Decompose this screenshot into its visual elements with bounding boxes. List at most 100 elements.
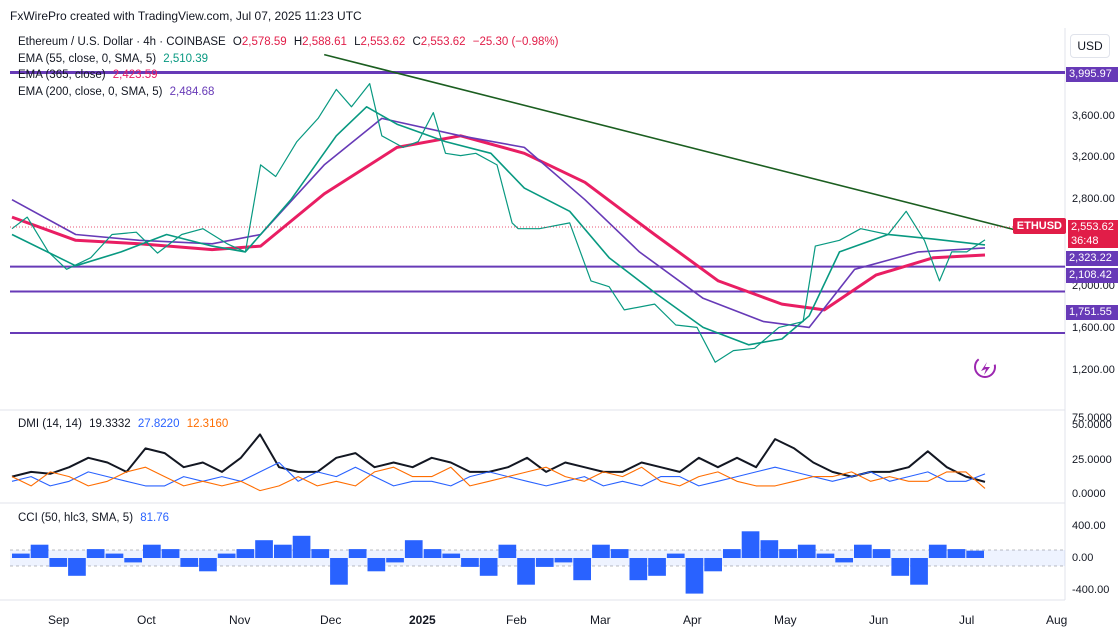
- cci-bar: [666, 553, 685, 558]
- cci-bar: [723, 549, 741, 558]
- cci-bar: [872, 549, 891, 558]
- ema365-legend[interactable]: EMA (365, close) 2,423.59: [18, 69, 162, 81]
- cci-bar: [835, 558, 853, 563]
- cci-bar: [86, 549, 105, 558]
- current-price-badge[interactable]: 2,553.62: [1068, 220, 1118, 234]
- level-tag-2323[interactable]: 2,323.22: [1066, 251, 1118, 266]
- dmi-minus-value: 12.3160: [186, 418, 229, 430]
- cci-bar: [348, 549, 367, 558]
- symbol-title[interactable]: Ethereum / U.S. Dollar · 4h · COINBASE: [18, 36, 226, 48]
- time-label: Apr: [683, 613, 702, 627]
- time-label: Nov: [229, 613, 251, 627]
- dmi-plus-value: 27.8220: [137, 418, 180, 430]
- cci-bar: [498, 544, 517, 558]
- cci-bar: [685, 558, 704, 594]
- cci-bar: [311, 549, 330, 558]
- price-tick: 3,200.00: [1072, 151, 1115, 163]
- dmi-adx-value: 19.3332: [89, 418, 131, 430]
- cci-label: CCI (50, hlc3, SMA, 5): [18, 512, 134, 524]
- ema55-legend[interactable]: EMA (55, close, 0, SMA, 5) 2,510.39: [18, 53, 212, 65]
- cci-bar: [966, 550, 984, 558]
- ohlc-low: 2,553.62: [360, 36, 406, 48]
- price-tick: 1,600.00: [1072, 322, 1115, 334]
- cci-bar: [629, 558, 648, 581]
- price-tick: 2,000.00: [1072, 280, 1115, 292]
- symbol-badge[interactable]: ETHUSD: [1012, 218, 1066, 234]
- ohlc-high: 2,588.61: [302, 36, 347, 48]
- cci-bar: [517, 558, 535, 585]
- cci-tick: -400.00: [1072, 584, 1110, 596]
- cci-bar: [779, 549, 797, 558]
- ema200-legend[interactable]: EMA (200, close, 0, SMA, 5) 2,484.68: [18, 86, 218, 98]
- cci-bar: [610, 549, 629, 558]
- price-tick: 2,800.00: [1072, 193, 1115, 205]
- dmi-label: DMI (14, 14): [18, 418, 82, 430]
- ema55-line[interactable]: [11, 106, 986, 346]
- cci-bar: [535, 558, 554, 567]
- dmi-minus-di-line[interactable]: [11, 466, 986, 492]
- ohlc-close-label: C: [412, 36, 421, 48]
- cci-bar: [292, 535, 311, 558]
- dmi-tick: 50.0000: [1072, 419, 1112, 431]
- time-label: Jun: [869, 613, 889, 627]
- cci-bar: [461, 558, 479, 567]
- cci-bar: [404, 540, 423, 558]
- ohlc-high-label: H: [293, 36, 303, 48]
- dmi-tick: 0.0000: [1072, 488, 1106, 500]
- time-label: Oct: [137, 613, 156, 627]
- cci-bar: [199, 558, 217, 572]
- cci-legend[interactable]: CCI (50, hlc3, SMA, 5) 81.76: [18, 512, 173, 524]
- cci-bar: [760, 540, 779, 558]
- cci-tick: 400.00: [1072, 520, 1106, 532]
- cci-bar: [592, 544, 610, 558]
- symbol-legend: Ethereum / U.S. Dollar · 4h · COINBASE O…: [18, 36, 562, 48]
- replay-icon[interactable]: [974, 356, 996, 378]
- cci-bar: [816, 553, 835, 558]
- ohlc-low-label: L: [354, 36, 361, 48]
- cci-bar: [910, 558, 928, 585]
- ema55-value: 2,510.39: [163, 53, 209, 65]
- cci-bar: [217, 553, 236, 558]
- time-label: Feb: [506, 613, 527, 627]
- cci-bar: [423, 549, 442, 558]
- ohlc-open-label: O: [232, 36, 242, 48]
- cci-tick: 0.00: [1072, 552, 1094, 564]
- cci-bar: [274, 544, 292, 558]
- currency-button[interactable]: USD: [1070, 34, 1110, 58]
- cci-bar: [161, 549, 180, 558]
- cci-bar: [49, 558, 68, 567]
- cci-value: 81.76: [140, 512, 170, 524]
- level-tag-2108[interactable]: 2,108.42: [1066, 268, 1118, 283]
- cci-bar: [330, 558, 348, 585]
- trendline[interactable]: [324, 53, 1025, 233]
- cci-bar: [367, 558, 386, 572]
- cci-bar: [386, 558, 404, 563]
- ohlc-open: 2,578.59: [241, 36, 287, 48]
- credit-text: FxWirePro created with TradingView.com, …: [10, 9, 362, 23]
- time-label: Aug: [1046, 613, 1068, 627]
- cci-bar: [236, 549, 255, 558]
- ema200-line[interactable]: [11, 117, 986, 329]
- ema365-line[interactable]: [11, 134, 986, 312]
- dmi-legend[interactable]: DMI (14, 14) 19.3332 27.8220 12.3160: [18, 418, 232, 430]
- ema200-label: EMA (200, close, 0, SMA, 5): [18, 86, 163, 98]
- cci-bar: [573, 558, 591, 581]
- cci-bar: [797, 544, 816, 558]
- ema365-label: EMA (365, close): [18, 69, 106, 81]
- cci-bar: [255, 540, 273, 558]
- ohlc-change: −25.30 (−0.98%): [472, 36, 559, 48]
- price-line[interactable]: [11, 82, 986, 363]
- dmi-tick: 25.0000: [1072, 454, 1112, 466]
- cci-bar: [648, 558, 666, 576]
- cci-bar: [30, 544, 49, 558]
- cci-bar: [891, 558, 910, 576]
- time-label: May: [774, 613, 797, 627]
- cci-bar: [105, 553, 124, 558]
- dmi-adx-line[interactable]: [11, 433, 986, 483]
- level-tag-3995[interactable]: 3,995.97: [1066, 67, 1118, 82]
- cci-bar: [143, 544, 161, 558]
- cci-bar: [479, 558, 498, 576]
- cci-bar: [947, 549, 966, 558]
- level-tag-1751[interactable]: 1,751.55: [1066, 305, 1118, 320]
